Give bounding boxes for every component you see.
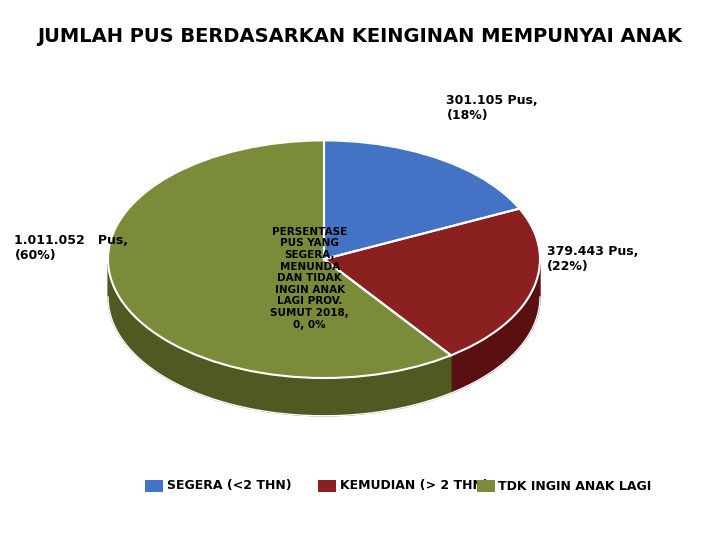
Text: JUMLAH PUS BERDASARKAN KEINGINAN MEMPUNYAI ANAK: JUMLAH PUS BERDASARKAN KEINGINAN MEMPUNY… <box>37 27 683 46</box>
Text: TDK INGIN ANAK LAGI: TDK INGIN ANAK LAGI <box>498 480 652 492</box>
Polygon shape <box>324 208 540 355</box>
Text: KEMUDIAN (> 2 THN): KEMUDIAN (> 2 THN) <box>340 480 489 492</box>
Text: 1.011.052   Pus,
(60%): 1.011.052 Pus, (60%) <box>14 234 128 262</box>
FancyBboxPatch shape <box>477 480 495 492</box>
Polygon shape <box>451 260 540 393</box>
Text: PERSENTASE
PUS YANG
SEGERA,
MENUNDA
DAN TIDAK
INGIN ANAK
LAGI PROV.
SUMUT 2018,
: PERSENTASE PUS YANG SEGERA, MENUNDA DAN … <box>270 227 349 329</box>
Text: SEGERA (<2 THN): SEGERA (<2 THN) <box>167 480 292 492</box>
Text: 379.443 Pus,
(22%): 379.443 Pus, (22%) <box>547 245 639 273</box>
FancyBboxPatch shape <box>145 480 163 492</box>
FancyBboxPatch shape <box>318 480 336 492</box>
Polygon shape <box>108 262 451 416</box>
Polygon shape <box>324 140 519 259</box>
Text: 301.105 Pus,
(18%): 301.105 Pus, (18%) <box>446 94 538 122</box>
Polygon shape <box>108 140 451 378</box>
